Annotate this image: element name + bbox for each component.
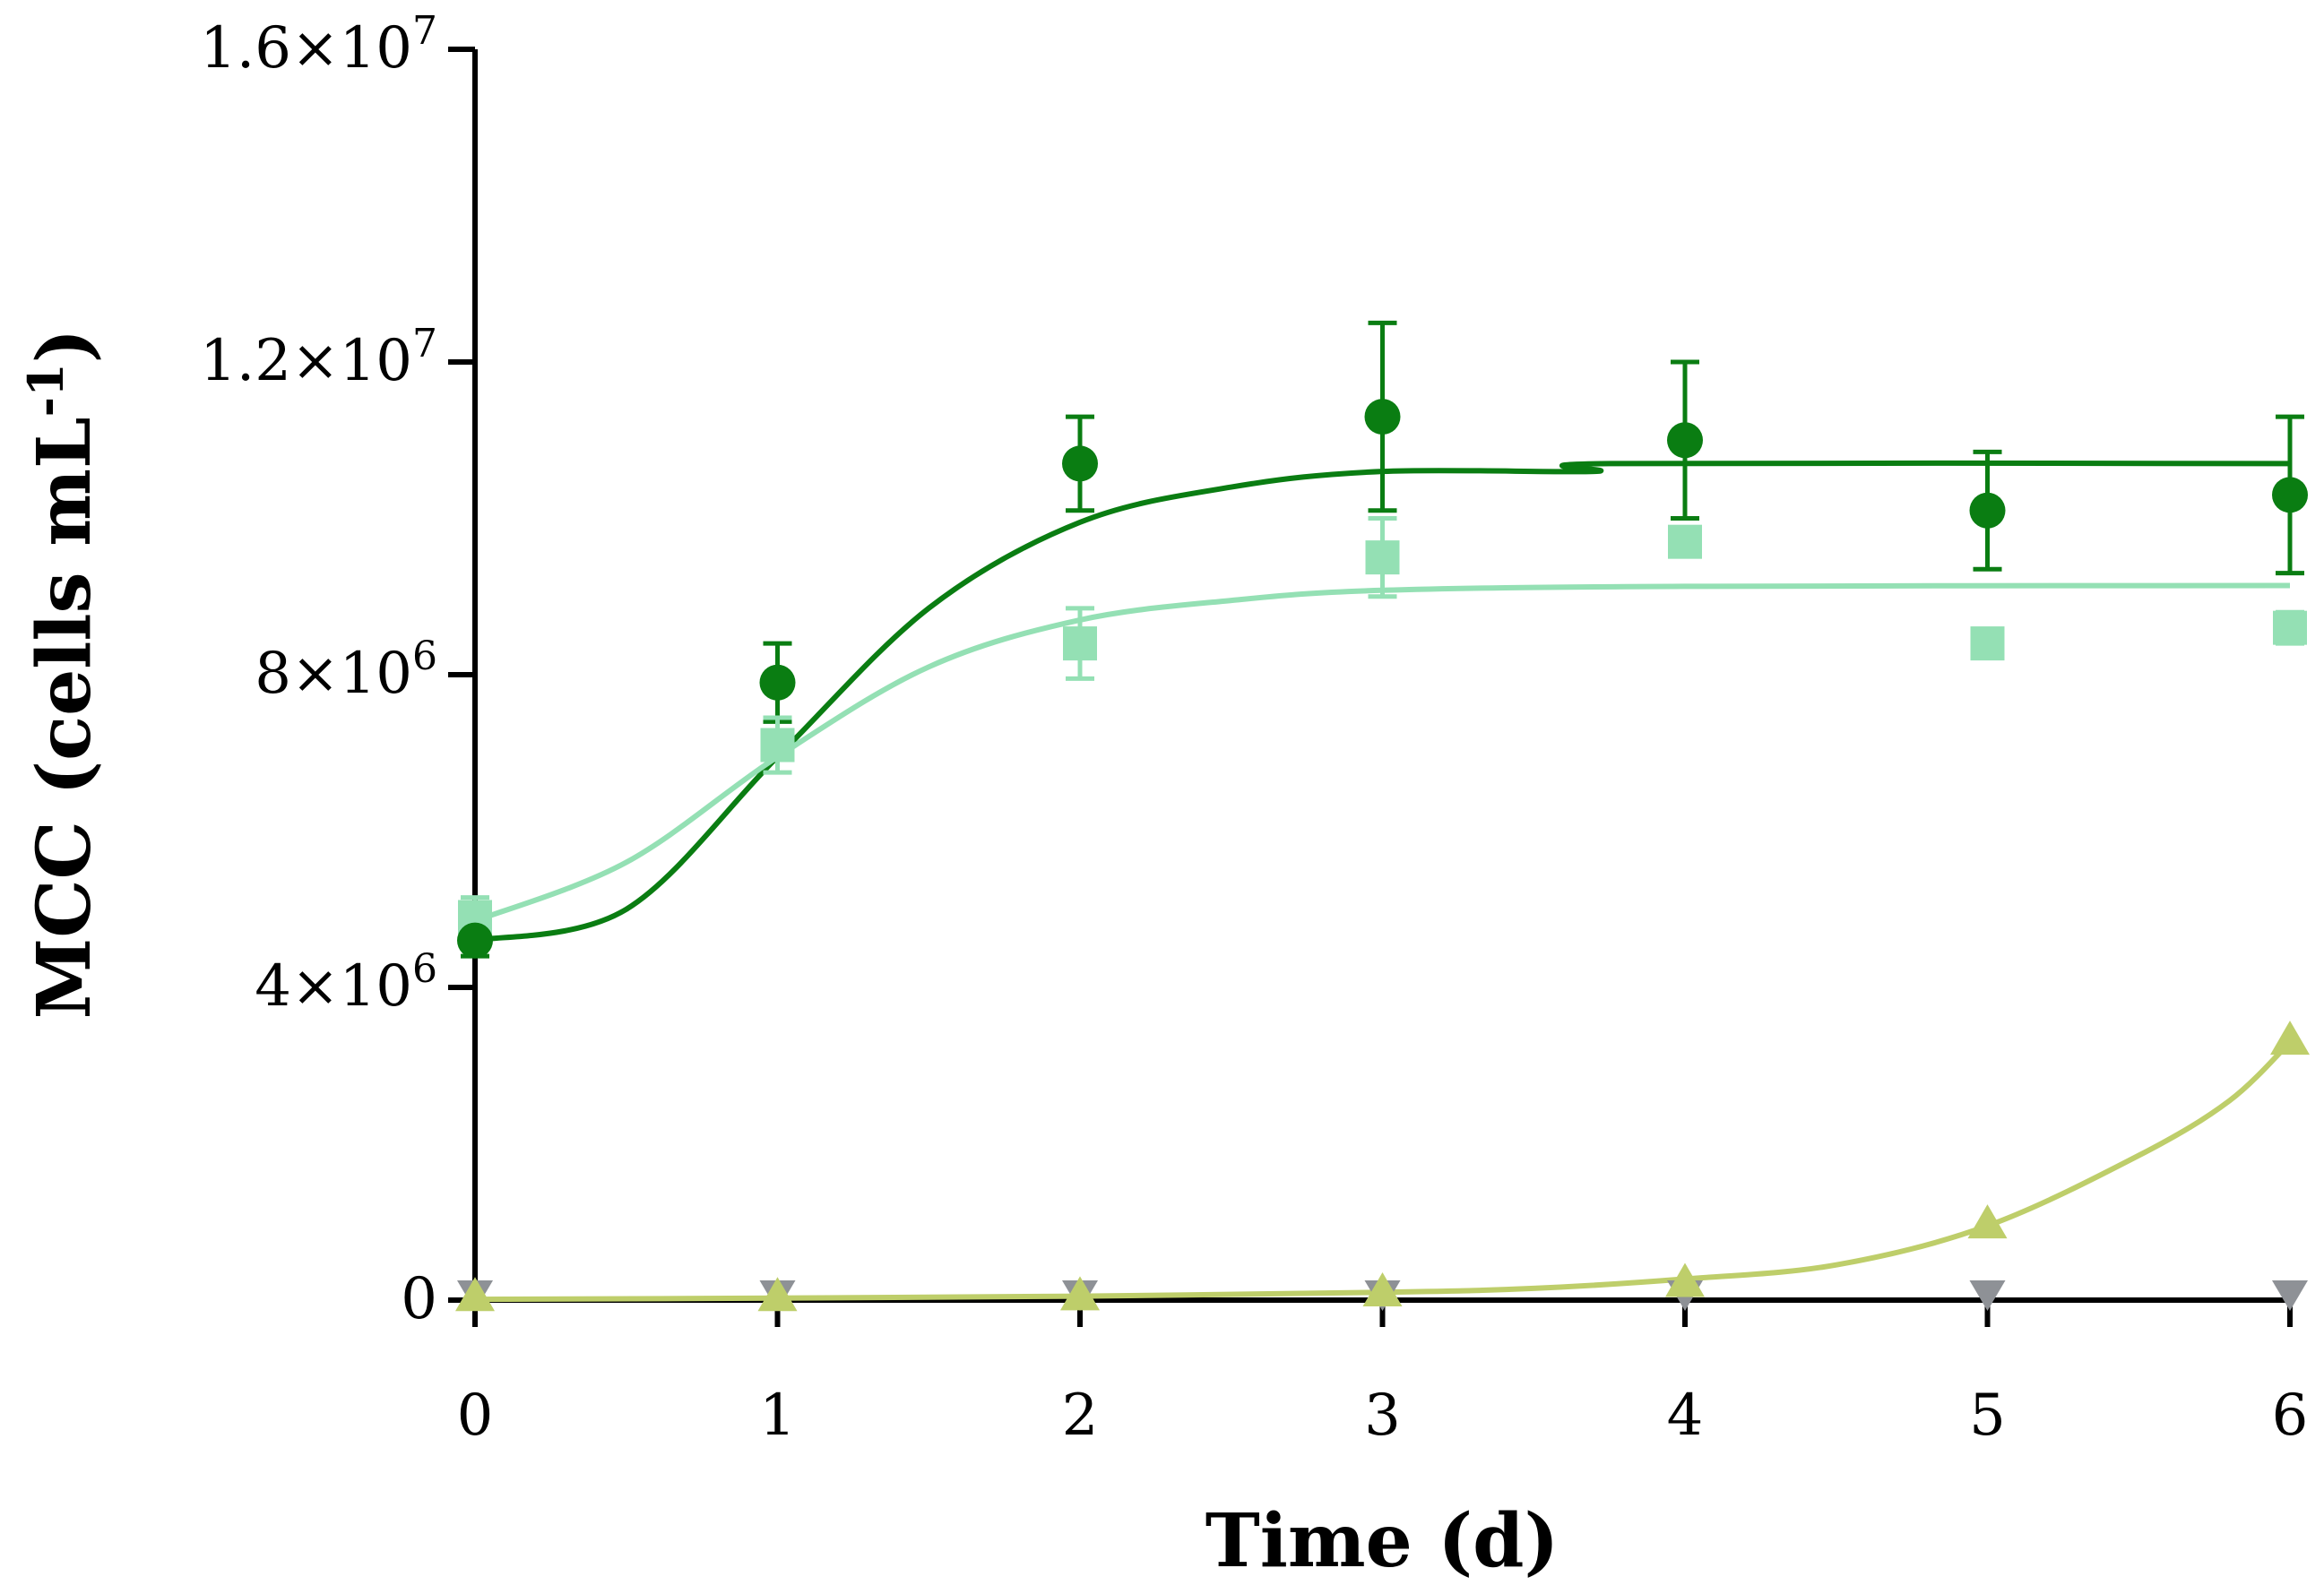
series-olive-fit-line (474, 1039, 2293, 1303)
y-tick-exponent: 6 (412, 633, 437, 679)
series-dark-green-point (2272, 477, 2308, 513)
x-tick-label: 2 (1062, 1383, 1099, 1449)
x-tick-label: 5 (1969, 1383, 2006, 1449)
x-ticks: 0 1 2 3 4 5 6 (457, 1300, 2309, 1449)
series-dark-green-point (1364, 399, 1401, 435)
series-dark-green-point (759, 664, 796, 701)
axes (472, 49, 2290, 1303)
series-light-green-fit-line (473, 582, 2291, 924)
y-axis-title-close: ) (22, 329, 108, 364)
y-tick-mantissa: 1.2×10 (200, 328, 412, 394)
series-dark-green-point (1062, 445, 1098, 482)
y-tick-label: 1.6×107 (200, 8, 437, 82)
series-light-green-point (1063, 626, 1097, 661)
y-tick-exponent: 7 (412, 321, 437, 366)
y-axis-title-main: MCC (cells mL (22, 417, 108, 1019)
data-markers (455, 399, 2310, 1312)
y-axis-title-superscript: -1 (17, 363, 74, 417)
series-dark-green-point (1667, 422, 1703, 459)
y-tick-label: 8×106 (255, 633, 437, 707)
series-light-green-point (760, 728, 795, 763)
y-tick-label: 1.2×107 (200, 321, 437, 394)
series-olive-point (2270, 1021, 2310, 1055)
series-olive-point (1060, 1276, 1100, 1311)
series-olive-point (1362, 1272, 1403, 1307)
series-olive-point (1665, 1262, 1705, 1297)
y-tick-exponent: 7 (412, 8, 437, 54)
series-dark-green-point (457, 922, 493, 959)
y-tick-mantissa: 0 (401, 1266, 437, 1332)
y-tick-mantissa: 8×10 (255, 641, 412, 707)
x-tick-label: 3 (1364, 1383, 1401, 1449)
x-axis-title: Time (d) (1205, 1498, 1559, 1584)
series-grey-point (1969, 1280, 2006, 1311)
series-dark-green-fit-line (474, 460, 2291, 943)
y-tick-exponent: 6 (412, 946, 437, 992)
x-tick-label: 6 (2272, 1383, 2309, 1449)
series-grey-point (2272, 1280, 2308, 1311)
series-olive-point (455, 1277, 495, 1312)
fit-curves (473, 460, 2293, 1303)
y-tick-label: 0 (401, 1266, 437, 1332)
y-tick-mantissa: 4×10 (255, 953, 412, 1020)
series-light-green-point (1365, 540, 1400, 575)
series-olive-point (757, 1277, 798, 1312)
y-axis-title: MCC (cells mL-1) (17, 329, 108, 1020)
x-tick-label: 0 (457, 1383, 494, 1449)
y-tick-label: 4×106 (255, 946, 437, 1020)
series-light-green-point (1970, 626, 2005, 661)
series-light-green-point (1668, 524, 1702, 559)
x-tick-label: 1 (759, 1383, 796, 1449)
y-tick-mantissa: 1.6×10 (200, 15, 412, 82)
series-dark-green-point (1969, 492, 2006, 529)
series-olive-point (1967, 1204, 2008, 1239)
series-light-green-point (2273, 610, 2307, 645)
x-tick-label: 4 (1667, 1383, 1704, 1449)
